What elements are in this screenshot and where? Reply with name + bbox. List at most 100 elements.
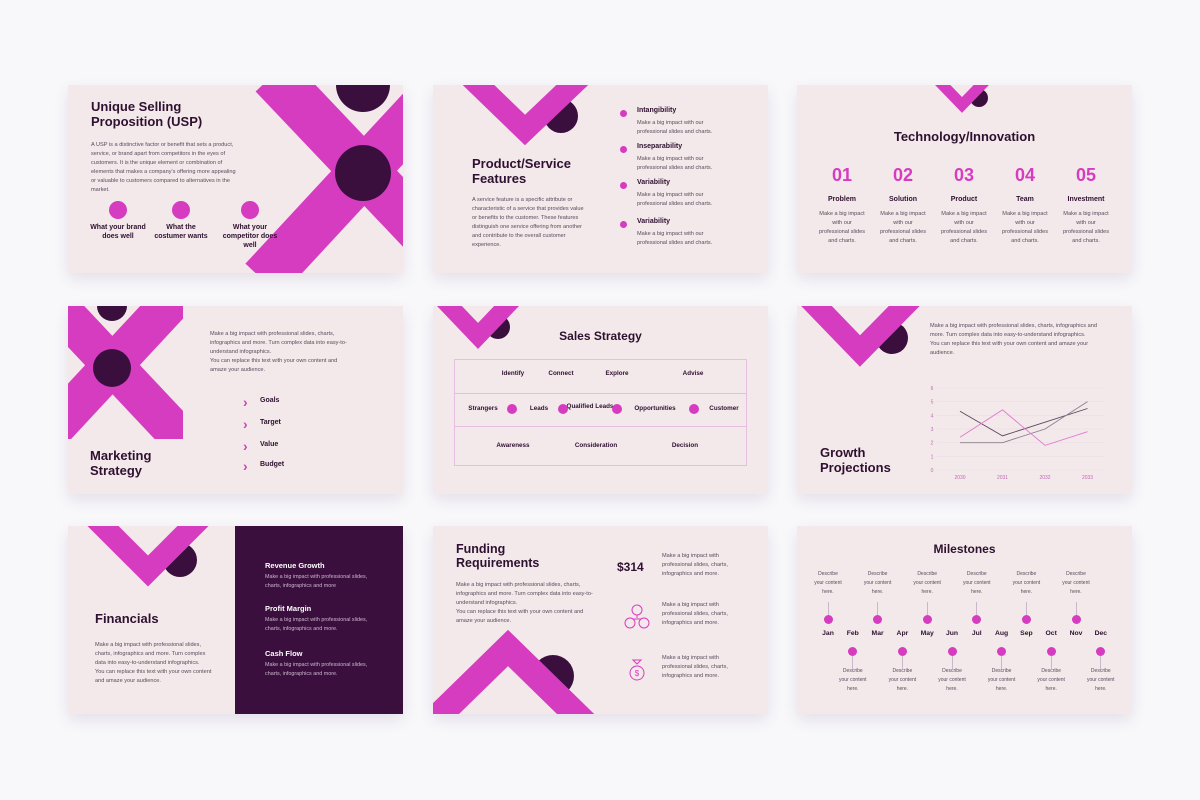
slide-financials[interactable]: Financials Make a big impact with profes… <box>68 526 403 714</box>
step-text: Make a big impact with our professional … <box>879 211 927 244</box>
feature-text: Make a big impact with our professional … <box>637 156 713 171</box>
milestone-description: Describe your content here. <box>963 571 991 595</box>
month-label: Aug <box>994 630 1009 637</box>
step-text: Make a big impact with our professional … <box>940 211 988 244</box>
x-tick-label: 2032 <box>1039 475 1050 481</box>
slide-marketing[interactable]: Marketing Strategy Make a big impact wit… <box>68 306 403 494</box>
financials-description: Make a big impact with professional slid… <box>95 641 217 686</box>
paragraph: Make a big impact with professional slid… <box>210 331 347 355</box>
funnel-dot <box>507 404 517 414</box>
chevron-right-icon: › <box>243 416 248 432</box>
title-line: Features <box>472 170 527 186</box>
y-tick-label: 2 <box>931 441 934 447</box>
usp-description: A USP is a distinctive factor or benefit… <box>91 142 236 193</box>
financial-item-title: Revenue Growth <box>265 561 325 570</box>
milestone-connector <box>1001 656 1002 669</box>
usp-point: What your brand does well <box>90 224 146 240</box>
slide-features[interactable]: Product/Service Features A service featu… <box>433 85 768 273</box>
chevron-right-icon: › <box>243 458 248 474</box>
step-text: Make a big impact with our professional … <box>818 211 866 244</box>
funnel-label: Leads <box>529 405 549 412</box>
funnel-stage: Explore <box>605 370 629 377</box>
funnel-phase: Consideration <box>574 442 618 449</box>
x-shape-decoration <box>245 85 403 273</box>
milestone-connector <box>1075 602 1077 615</box>
funnel-label: Qualified Leads <box>566 403 614 410</box>
title-line: Funding <box>456 542 506 556</box>
bullet-dot <box>620 182 627 189</box>
financial-item-text: Make a big impact with professional slid… <box>265 617 368 632</box>
sales-funnel-table <box>454 359 747 466</box>
paragraph: You can replace this text with your own … <box>930 340 1089 356</box>
funnel-phase: Awareness <box>496 442 530 449</box>
milestone-description: Describe your content here. <box>1037 668 1065 692</box>
month-label: Dec <box>1094 630 1108 637</box>
paragraph: Make a big impact with professional slid… <box>930 323 1097 338</box>
milestone-dot <box>1096 647 1106 656</box>
bullet-dot <box>172 201 190 219</box>
milestone-description: Describe your content here. <box>863 571 892 595</box>
slide-usp[interactable]: Unique Selling Proposition (USP) A USP i… <box>68 85 403 273</box>
divider <box>455 426 746 427</box>
bullet-dot <box>241 201 259 219</box>
milestone-description: Describe your content here. <box>1012 571 1041 595</box>
funding-amount: $314 <box>617 560 644 574</box>
feature-title: Inseparability <box>637 143 683 150</box>
milestone-description: Describe your content here. <box>839 668 867 692</box>
bullet-dot <box>109 201 127 219</box>
chevron-right-icon: › <box>243 438 248 454</box>
slide-sales[interactable]: Sales Strategy Identify Connect Explore Adv… <box>433 306 768 494</box>
paragraph: Make a big impact with professional slid… <box>456 582 593 606</box>
slide-technology[interactable]: Technology/Innovation 01 Problem Make a bi… <box>797 85 1132 273</box>
milestone-dot <box>823 615 833 624</box>
y-tick-label: 0 <box>931 468 934 474</box>
milestone-description: Describe your content here. <box>888 668 917 692</box>
milestone-connector <box>877 602 878 615</box>
step-title: Investment <box>1067 196 1105 203</box>
y-tick-label: 1 <box>931 454 934 460</box>
funnel-dot <box>689 404 699 414</box>
paragraph: You can replace this text with your own … <box>456 608 584 624</box>
title-line: Requirements <box>456 556 540 570</box>
month-label: Sep <box>1020 630 1033 637</box>
milestone-dot <box>947 647 957 656</box>
title-line: Strategy <box>90 462 143 478</box>
step-title: Solution <box>889 196 917 203</box>
slide-growth[interactable]: Growth Projections Make a big impact wit… <box>797 306 1132 494</box>
milestone-dot <box>897 647 907 656</box>
funnel-label: Opportunities <box>634 405 676 412</box>
x-tick-label: 2030 <box>954 475 965 481</box>
month-label: Jun <box>945 630 959 637</box>
slide-funding[interactable]: Funding Requirements Make a big impact w… <box>433 526 768 714</box>
month-label: Jan <box>822 630 834 637</box>
milestone-dot <box>1046 647 1056 656</box>
v-shape-decoration <box>801 306 920 367</box>
y-tick-label: 3 <box>931 427 934 433</box>
slide-title: Milestones <box>933 542 996 556</box>
title-line: Proposition (USP) <box>91 113 203 129</box>
y-tick-label: 5 <box>931 400 934 406</box>
milestone-connector <box>827 602 829 615</box>
step-number: 03 <box>953 165 975 185</box>
marketing-item: Value <box>260 441 279 448</box>
month-label: Apr <box>896 630 909 637</box>
feature-text: Make a big impact with our professional … <box>637 231 713 246</box>
step-text: Make a big impact with our professional … <box>1062 211 1110 244</box>
v-shape-decoration <box>935 85 989 113</box>
milestone-description: Describe your content here. <box>1087 668 1115 692</box>
growth-description: Make a big impact with professional slid… <box>930 322 1110 358</box>
milestone-description: Describe your content here. <box>987 668 1016 692</box>
milestone-connector <box>852 656 854 669</box>
v-shape-decoration <box>437 306 519 350</box>
step-number: 04 <box>1014 165 1036 185</box>
slide-title: Sales Strategy <box>559 329 642 343</box>
slide-milestones[interactable]: Milestones Jan Describe your content here… <box>797 526 1132 714</box>
slide-title: Marketing Strategy <box>90 448 151 478</box>
money-bag-icon: $ <box>629 659 645 681</box>
funnel-label: Customer <box>709 405 739 412</box>
financial-item-text: Make a big impact with professional slid… <box>265 574 368 589</box>
milestone-connector <box>1026 602 1027 615</box>
bullet-dot <box>620 146 627 153</box>
step-title: Problem <box>827 196 856 203</box>
month-label: May <box>920 630 934 637</box>
